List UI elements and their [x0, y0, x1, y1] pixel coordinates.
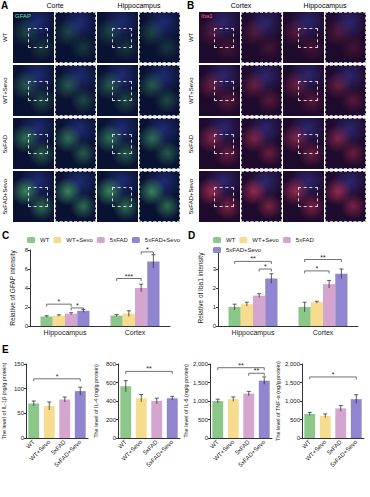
svg-text:***: ***	[125, 273, 133, 280]
svg-text:**: **	[146, 365, 152, 372]
html-text:B: B	[187, 0, 195, 11]
svg-text:5xFAD+Sevo: 5xFAD+Sevo	[226, 247, 262, 253]
svg-text:WT+Sevo: WT+Sevo	[66, 237, 93, 243]
svg-text:WT+Sevo: WT+Sevo	[212, 438, 235, 461]
svg-text:Relative of Iba1 intensity: Relative of Iba1 intensity	[197, 252, 205, 324]
svg-text:*: *	[76, 302, 79, 309]
svg-text:0: 0	[213, 323, 217, 329]
svg-text:Cortex: Cortex	[125, 329, 146, 336]
svg-text:1: 1	[213, 304, 217, 310]
html-text:5xFAD: 5xFAD	[2, 134, 8, 153]
svg-text:**: **	[320, 254, 326, 261]
svg-text:D: D	[188, 230, 195, 241]
svg-text:500: 500	[198, 417, 209, 423]
svg-text:The level of TNF-α (ng/g prote: The level of TNF-α (ng/g protein)	[275, 361, 281, 441]
svg-text:0: 0	[205, 435, 209, 441]
svg-text:WT: WT	[117, 439, 128, 450]
svg-text:Hippocampus: Hippocampus	[44, 329, 87, 337]
svg-text:1,000: 1,000	[285, 398, 301, 404]
svg-text:Relative of GFAP intensity: Relative of GFAP intensity	[9, 250, 17, 326]
svg-text:5xFAD+Sevo: 5xFAD+Sevo	[237, 438, 267, 468]
svg-text:E: E	[2, 344, 9, 355]
svg-text:5xFAD+Sevo: 5xFAD+Sevo	[329, 438, 359, 468]
svg-text:2,000: 2,000	[285, 361, 301, 367]
svg-text:The level of IL-1β (ng/g prote: The level of IL-1β (ng/g protein)	[1, 362, 7, 439]
svg-text:0: 0	[25, 323, 29, 329]
svg-text:8: 8	[25, 247, 29, 253]
svg-text:WT+Sevo: WT+Sevo	[304, 438, 327, 461]
svg-text:1,000: 1,000	[193, 398, 209, 404]
svg-text:100: 100	[14, 386, 25, 392]
svg-text:5xFAD: 5xFAD	[296, 237, 315, 243]
svg-text:*: *	[332, 371, 335, 378]
svg-text:*: *	[316, 265, 319, 272]
svg-text:C: C	[2, 230, 9, 241]
html-text:WT+Sevo: WT+Sevo	[188, 77, 194, 104]
svg-text:*: *	[56, 373, 59, 380]
svg-text:Hippocampus: Hippocampus	[232, 329, 275, 337]
svg-text:*: *	[146, 246, 149, 253]
svg-text:*: *	[264, 263, 267, 270]
svg-text:Cortex: Cortex	[313, 329, 334, 336]
svg-text:WT+Sevo: WT+Sevo	[120, 438, 143, 461]
svg-text:The level of IL-6 (ng/g protei: The level of IL-6 (ng/g protein)	[183, 364, 189, 438]
svg-text:0: 0	[297, 435, 301, 441]
html-text:WT: WT	[188, 32, 194, 43]
html-text:Hippocampus: Hippocampus	[117, 2, 161, 9]
svg-text:WT: WT	[209, 439, 220, 450]
svg-text:0: 0	[21, 435, 25, 441]
svg-text:**: **	[254, 367, 260, 374]
html-text:5xFAD+Sevo: 5xFAD+Sevo	[188, 178, 194, 215]
svg-text:2: 2	[25, 304, 29, 310]
svg-text:WT: WT	[40, 237, 50, 243]
svg-text:200: 200	[106, 417, 117, 423]
svg-text:WT: WT	[301, 439, 312, 450]
svg-text:WT: WT	[25, 439, 36, 450]
svg-text:WT: WT	[226, 237, 236, 243]
html-text:A: A	[1, 0, 9, 11]
svg-text:WT+Sevo: WT+Sevo	[252, 237, 279, 243]
svg-text:4: 4	[25, 285, 29, 291]
svg-text:150: 150	[14, 361, 25, 367]
svg-text:800: 800	[106, 361, 117, 367]
svg-text:500: 500	[290, 417, 301, 423]
html-text:GFAP: GFAP	[15, 13, 31, 19]
html-text:Cortex: Cortex	[230, 2, 252, 9]
svg-text:*: *	[58, 298, 61, 305]
html-text:Hippocampus: Hippocampus	[303, 2, 347, 9]
svg-text:3: 3	[213, 266, 217, 272]
svg-text:2,000: 2,000	[193, 361, 209, 367]
html-text:Corte: Corte	[46, 2, 64, 9]
svg-text:5xFAD: 5xFAD	[110, 237, 129, 243]
html-text:WT: WT	[2, 32, 8, 43]
html-text:5xFAD+Sevo: 5xFAD+Sevo	[2, 178, 8, 215]
html-text:Iba1: Iba1	[201, 13, 213, 19]
html-text:5xFAD: 5xFAD	[188, 134, 194, 153]
svg-text:1,500: 1,500	[193, 380, 209, 386]
svg-text:0: 0	[113, 435, 117, 441]
svg-text:WT+Sevo: WT+Sevo	[28, 438, 51, 461]
svg-text:**: **	[250, 255, 256, 262]
html-text:WT+Sevo: WT+Sevo	[2, 77, 8, 104]
svg-text:2: 2	[213, 285, 217, 291]
svg-text:50: 50	[17, 410, 24, 416]
svg-text:1,500: 1,500	[285, 380, 301, 386]
svg-text:The level of IL-4 (ng/g protei: The level of IL-4 (ng/g protein)	[93, 364, 99, 438]
svg-text:5xFAD+Sevo: 5xFAD+Sevo	[145, 438, 175, 468]
svg-text:600: 600	[106, 380, 117, 386]
svg-text:**: **	[238, 362, 244, 369]
svg-text:5xFAD+Sevo: 5xFAD+Sevo	[145, 237, 181, 243]
svg-text:6: 6	[25, 266, 29, 272]
svg-text:5xFAD+Sevo: 5xFAD+Sevo	[53, 438, 83, 468]
svg-text:400: 400	[106, 398, 117, 404]
